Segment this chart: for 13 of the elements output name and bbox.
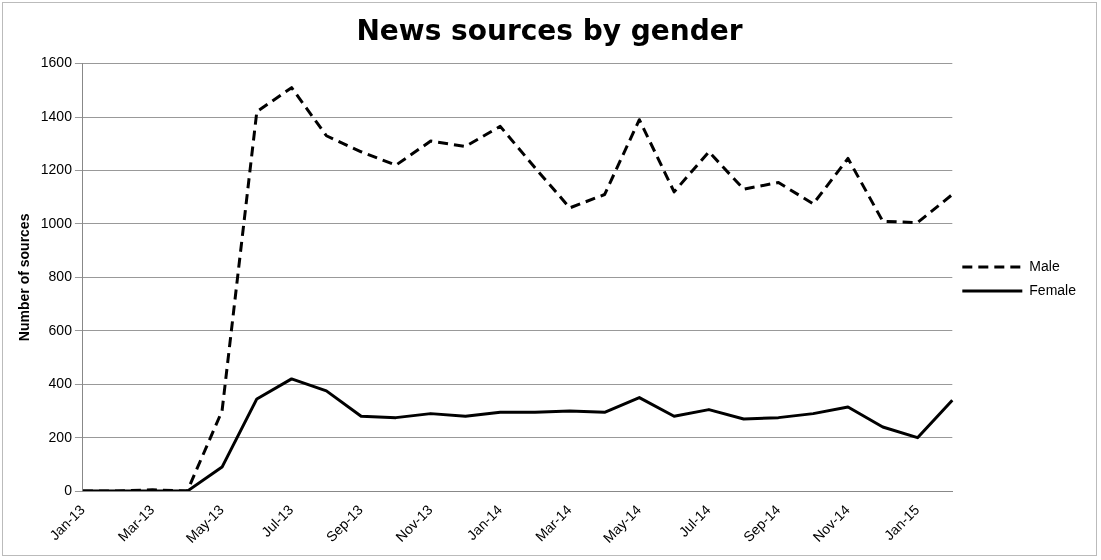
y-tick-label: 200 — [48, 428, 73, 445]
y-tick-label: 600 — [48, 321, 73, 338]
chart-title: News sources by gender — [356, 14, 743, 48]
y-tick-label: 400 — [48, 375, 73, 392]
y-tick-label: 1000 — [40, 214, 73, 231]
y-tick-label: 1600 — [40, 54, 73, 71]
y-tick-label: 1200 — [40, 161, 73, 178]
y-axis-title: Number of sources — [16, 213, 33, 342]
y-tick-label: 1400 — [40, 107, 73, 124]
legend-label: Male — [1029, 257, 1060, 274]
legend-label: Female — [1029, 281, 1077, 298]
y-tick-label: 800 — [48, 268, 73, 285]
y-tick-label: 0 — [64, 481, 73, 498]
